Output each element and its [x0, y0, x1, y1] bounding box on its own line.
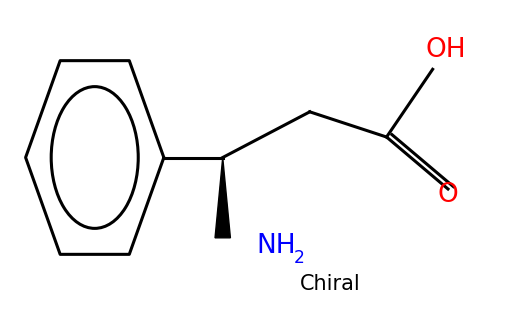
- Text: OH: OH: [425, 37, 466, 63]
- Polygon shape: [215, 158, 230, 238]
- Text: O: O: [438, 182, 458, 208]
- Text: NH: NH: [256, 233, 295, 259]
- Text: 2: 2: [293, 249, 304, 267]
- Text: Chiral: Chiral: [300, 273, 360, 294]
